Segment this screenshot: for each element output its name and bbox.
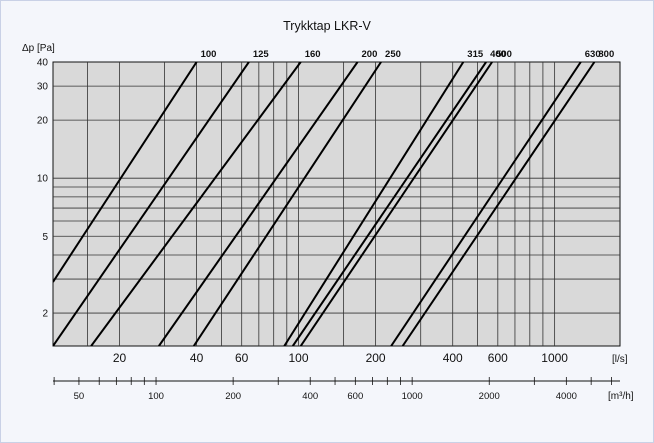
series-line-200 bbox=[158, 62, 359, 346]
series-label-250: 250 bbox=[385, 49, 401, 60]
y-axis-label: Δp [Pa] bbox=[22, 43, 55, 54]
series-line-160 bbox=[90, 62, 302, 346]
series-label-800: 800 bbox=[598, 49, 614, 60]
x-tick-label-secondary: 100 bbox=[148, 391, 164, 402]
x-tick-label-secondary: 600 bbox=[347, 391, 363, 402]
x-tick-label-secondary: 400 bbox=[302, 391, 318, 402]
series-line-800 bbox=[401, 62, 596, 346]
x-tick-label-primary: 400 bbox=[443, 351, 463, 365]
x-tick-label-primary: 200 bbox=[366, 351, 386, 365]
x-tick-label-secondary: 50 bbox=[74, 391, 85, 402]
series-label-315: 315 bbox=[467, 49, 484, 60]
x-tick-label-primary: 60 bbox=[235, 351, 249, 365]
chart-title: Trykktap LKR-V bbox=[283, 19, 371, 33]
x-tick-label-secondary: 200 bbox=[225, 391, 241, 402]
series-line-500 bbox=[299, 62, 493, 346]
x-tick-label-primary: 600 bbox=[488, 351, 508, 365]
x-tick-label-secondary: 4000 bbox=[556, 391, 577, 402]
x-tick-label-secondary: 2000 bbox=[479, 391, 500, 402]
x-tick-label-secondary: 1000 bbox=[402, 391, 423, 402]
series-line-630 bbox=[390, 62, 582, 346]
series-line-250 bbox=[192, 62, 382, 346]
y-tick-label: 5 bbox=[42, 232, 48, 243]
y-tick-label: 40 bbox=[37, 58, 49, 69]
y-tick-label: 20 bbox=[37, 116, 49, 127]
series-label-200: 200 bbox=[362, 49, 378, 60]
y-tick-label: 10 bbox=[37, 174, 49, 185]
x-tick-label-primary: 40 bbox=[190, 351, 204, 365]
x-axis-unit-primary: [l/s] bbox=[612, 354, 628, 365]
series-line-100 bbox=[53, 62, 198, 283]
series-label-100: 100 bbox=[201, 49, 217, 60]
series-label-400: 400 bbox=[490, 49, 506, 60]
plot-area bbox=[52, 61, 621, 347]
x-tick-label-primary: 100 bbox=[288, 351, 308, 365]
x-axis-unit-secondary: [m³/h] bbox=[608, 391, 634, 402]
series-label-125: 125 bbox=[253, 49, 270, 60]
x-tick-label-primary: 20 bbox=[113, 351, 127, 365]
series-label-160: 160 bbox=[305, 49, 321, 60]
series-line-400 bbox=[291, 62, 487, 346]
x-tick-label-primary: 1000 bbox=[541, 351, 568, 365]
series-line-315 bbox=[283, 62, 465, 346]
series-label-630: 630 bbox=[585, 49, 601, 60]
y-tick-label: 2 bbox=[42, 309, 48, 320]
series-line-125 bbox=[53, 62, 250, 346]
series-label-500: 500 bbox=[496, 49, 512, 60]
y-tick-label: 30 bbox=[37, 82, 49, 93]
